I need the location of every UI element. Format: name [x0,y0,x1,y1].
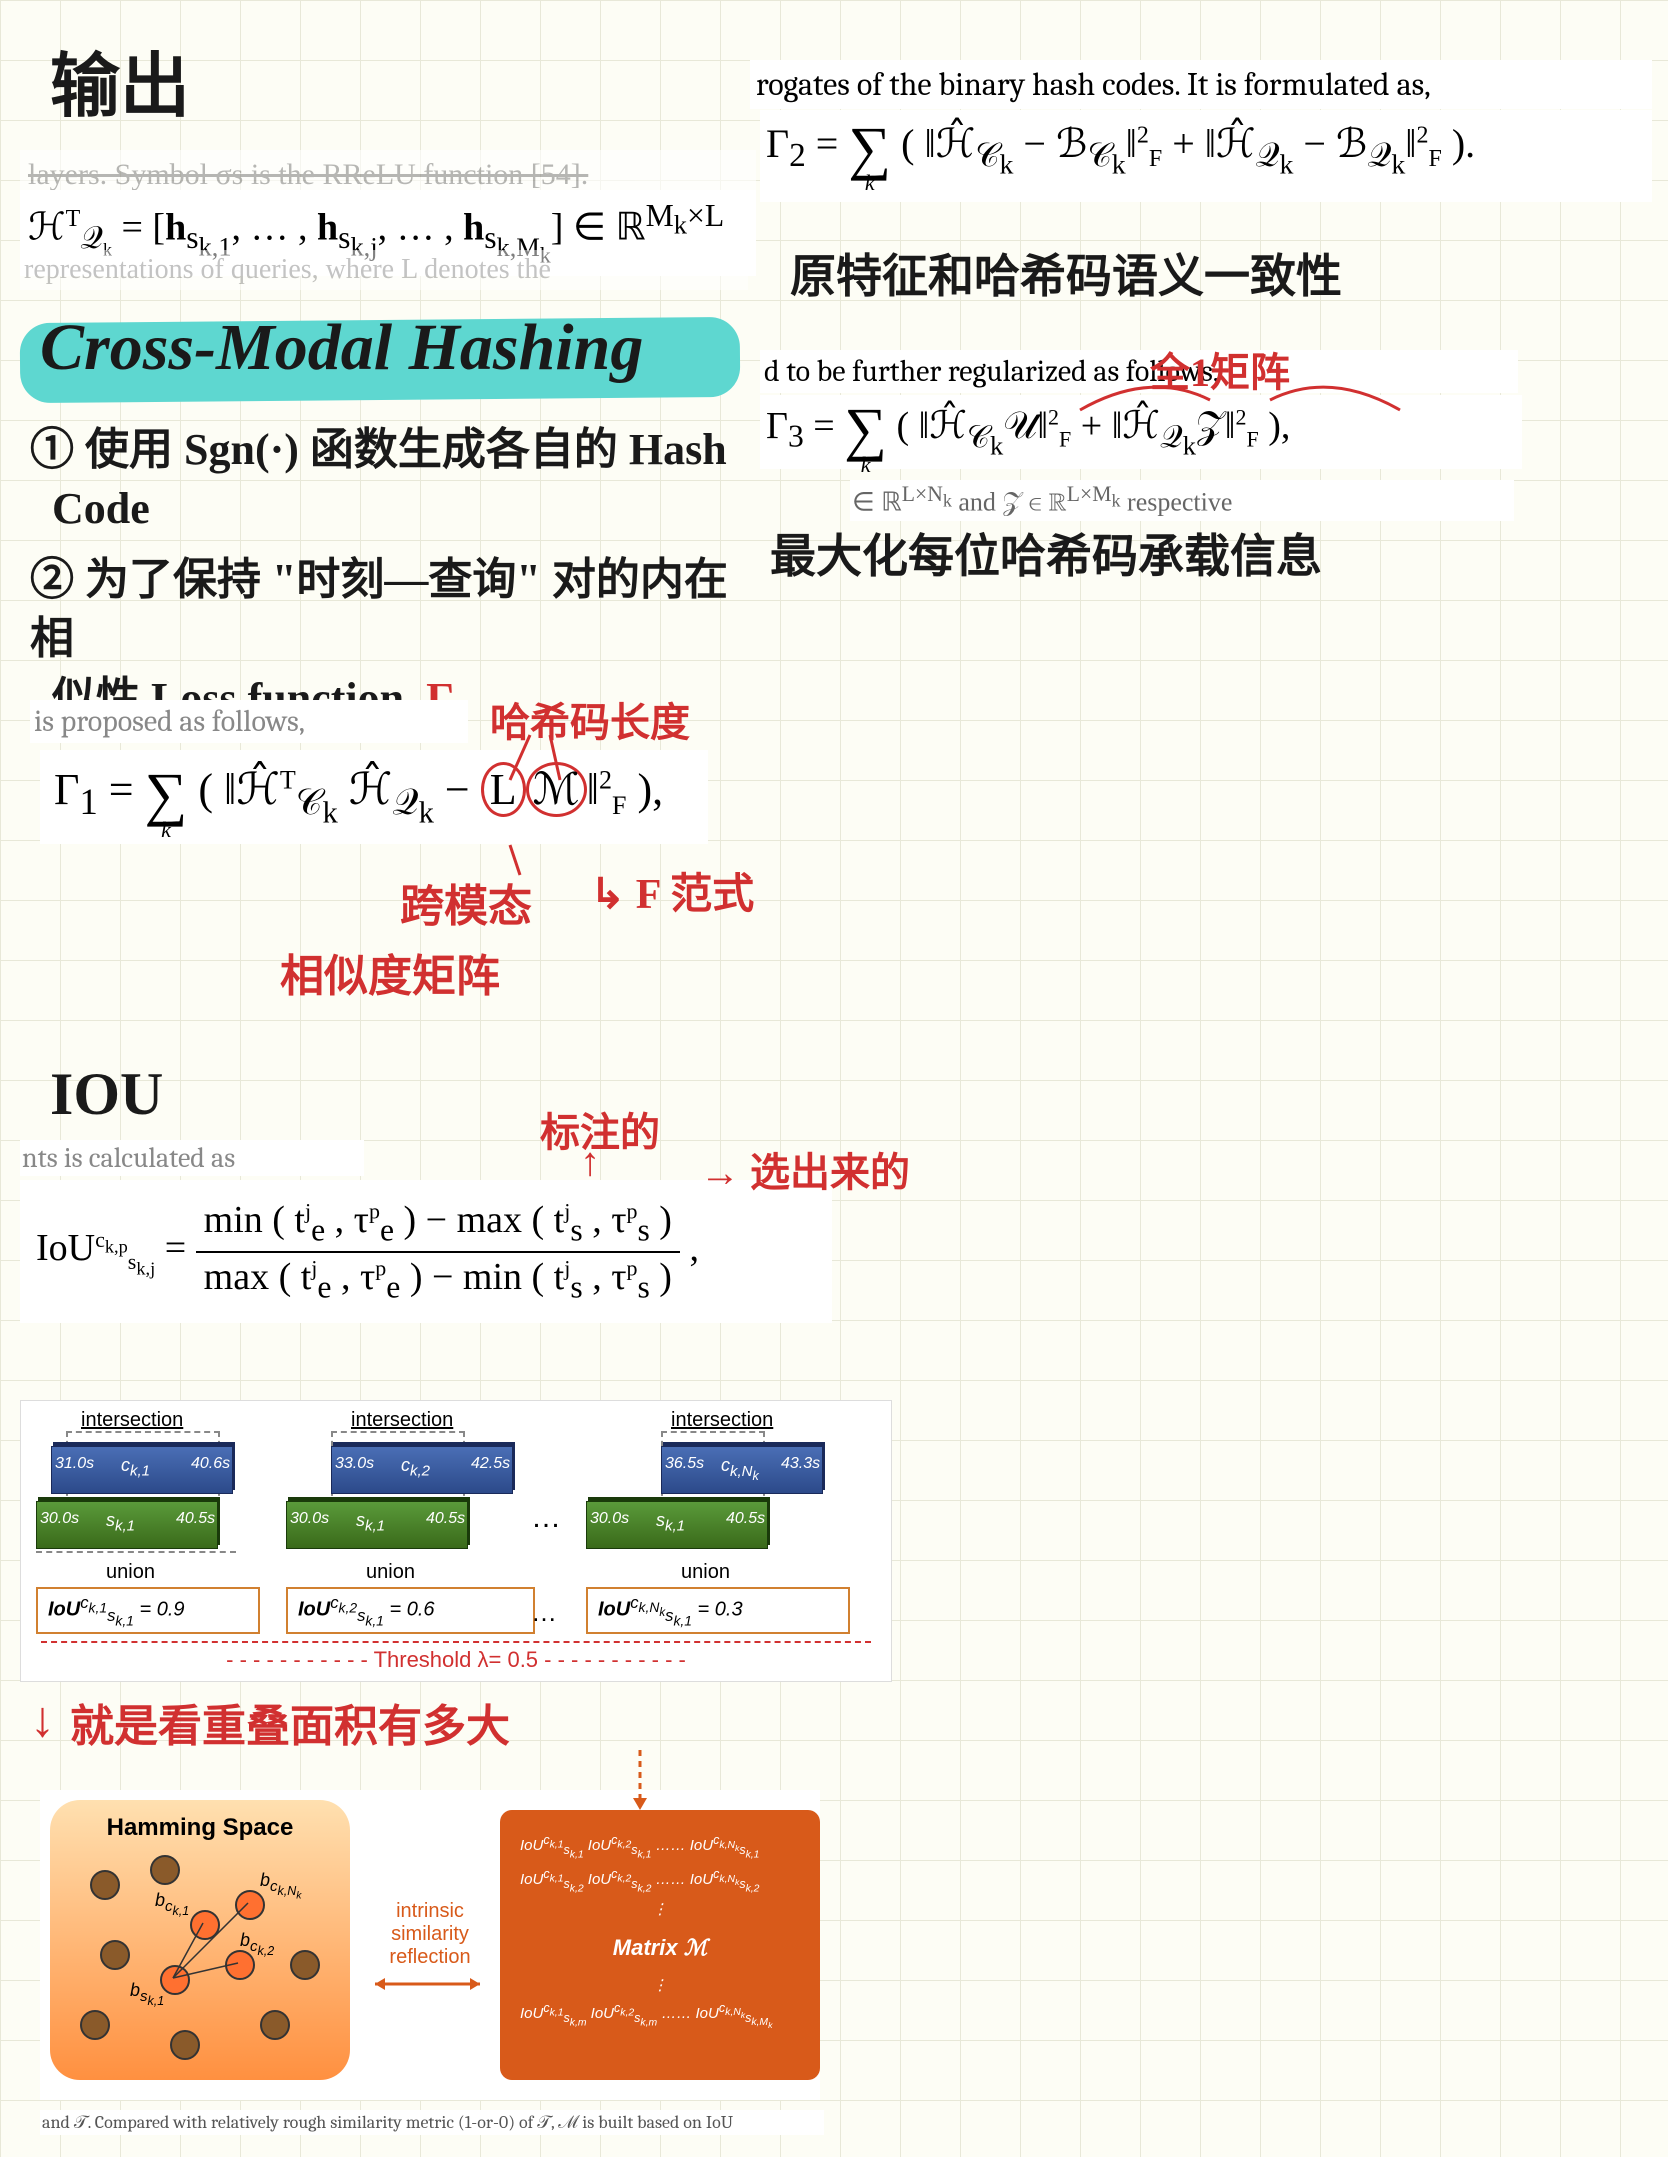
hw-note-consistency: 原特征和哈希码语义一致性 [790,240,1342,306]
dots-mid: … [531,1501,561,1535]
hw-note-maximize: 最大化每位哈希码承载信息 [770,520,1322,586]
arrow-cross [490,840,550,880]
arrow-allones [1070,360,1410,420]
hw-red-selected: → 选出来的 [700,1140,910,1198]
iou-title: IOU [50,1060,163,1129]
hw-title: 输出 [50,30,190,131]
section-title: Cross-Modal Hashing [40,310,643,386]
union-2: union [366,1561,415,1584]
union-1: union [106,1561,155,1584]
matrix-box: IoUck,1sk,1 IoUck,2sk,1 …… IoUck,Nksk,1 … [500,1810,820,2080]
hw-red-simmatrix: 相似度矩阵 [280,940,500,1004]
intersec-2: intersection [351,1409,453,1432]
hw-note1: ① 使用 Sgn(·) 函数生成各自的 Hash Code [30,420,750,539]
print-binary-hash: rogates of the binary hash codes. It is … [750,60,1652,109]
threshold: - - - - - - - - - - - Threshold λ= 0.5 -… [41,1641,871,1673]
print-gamma1-pre: is proposed as follows, [30,700,468,743]
iou-diagram: intersection 31.0s ck,1 40.6s 30.0s sk,1… [20,1400,892,1682]
union-3: union [681,1561,730,1584]
arrow-label: intrinsic similarity reflection [370,1900,490,2005]
print-gamma3-post: ∈ ℝL×Nk and 𝒵 ∈ ℝL×Mk respective [850,480,1514,521]
hw-red-overlap: 就是看重叠面积有多大 [70,1690,510,1754]
iou-pre: nts is calculated as [20,1140,364,1176]
intersec-1: intersection [81,1409,183,1432]
iou-val-1: IoUck,1sk,1 = 0.9 [36,1587,260,1634]
hamming-figure: Hamming Space bck,1 bck,2 bck,Nk bsk,1 i… [40,1790,820,2100]
hamming-box: Hamming Space bck,1 bck,2 bck,Nk bsk,1 [50,1800,350,2080]
iou-val-3: IoUck,Nksk,1 = 0.3 [586,1587,850,1634]
iou-val-2: IoUck,2sk,1 = 0.6 [286,1587,535,1634]
arrow-up: ↑ [580,1140,600,1185]
intersec-3: intersection [671,1409,773,1432]
dots-bot: … [531,1597,557,1628]
iou-eq: IoUck,psk,j = min ( tje , τpe ) − max ( … [20,1180,832,1323]
dash-arrow-down [620,1750,660,1820]
hw-red-labeled: 标注的 [540,1100,660,1158]
bottom-caption: and 𝒯. Compared with relatively rough si… [40,2110,824,2135]
arrow-hashlen [490,730,610,790]
down-arrow-red: ↓ [30,1690,55,1748]
print-under-partial: representations of queries, where L deno… [20,250,748,290]
eq-gamma2: Γ2 = ∑k ( ‖ℋ̂𝒞k − ℬ𝒞k‖2F + ‖ℋ̂𝒬k − ℬ𝒬k‖2… [760,110,1652,202]
hw-red-fnorm: ↳ F 范式 [590,860,754,921]
